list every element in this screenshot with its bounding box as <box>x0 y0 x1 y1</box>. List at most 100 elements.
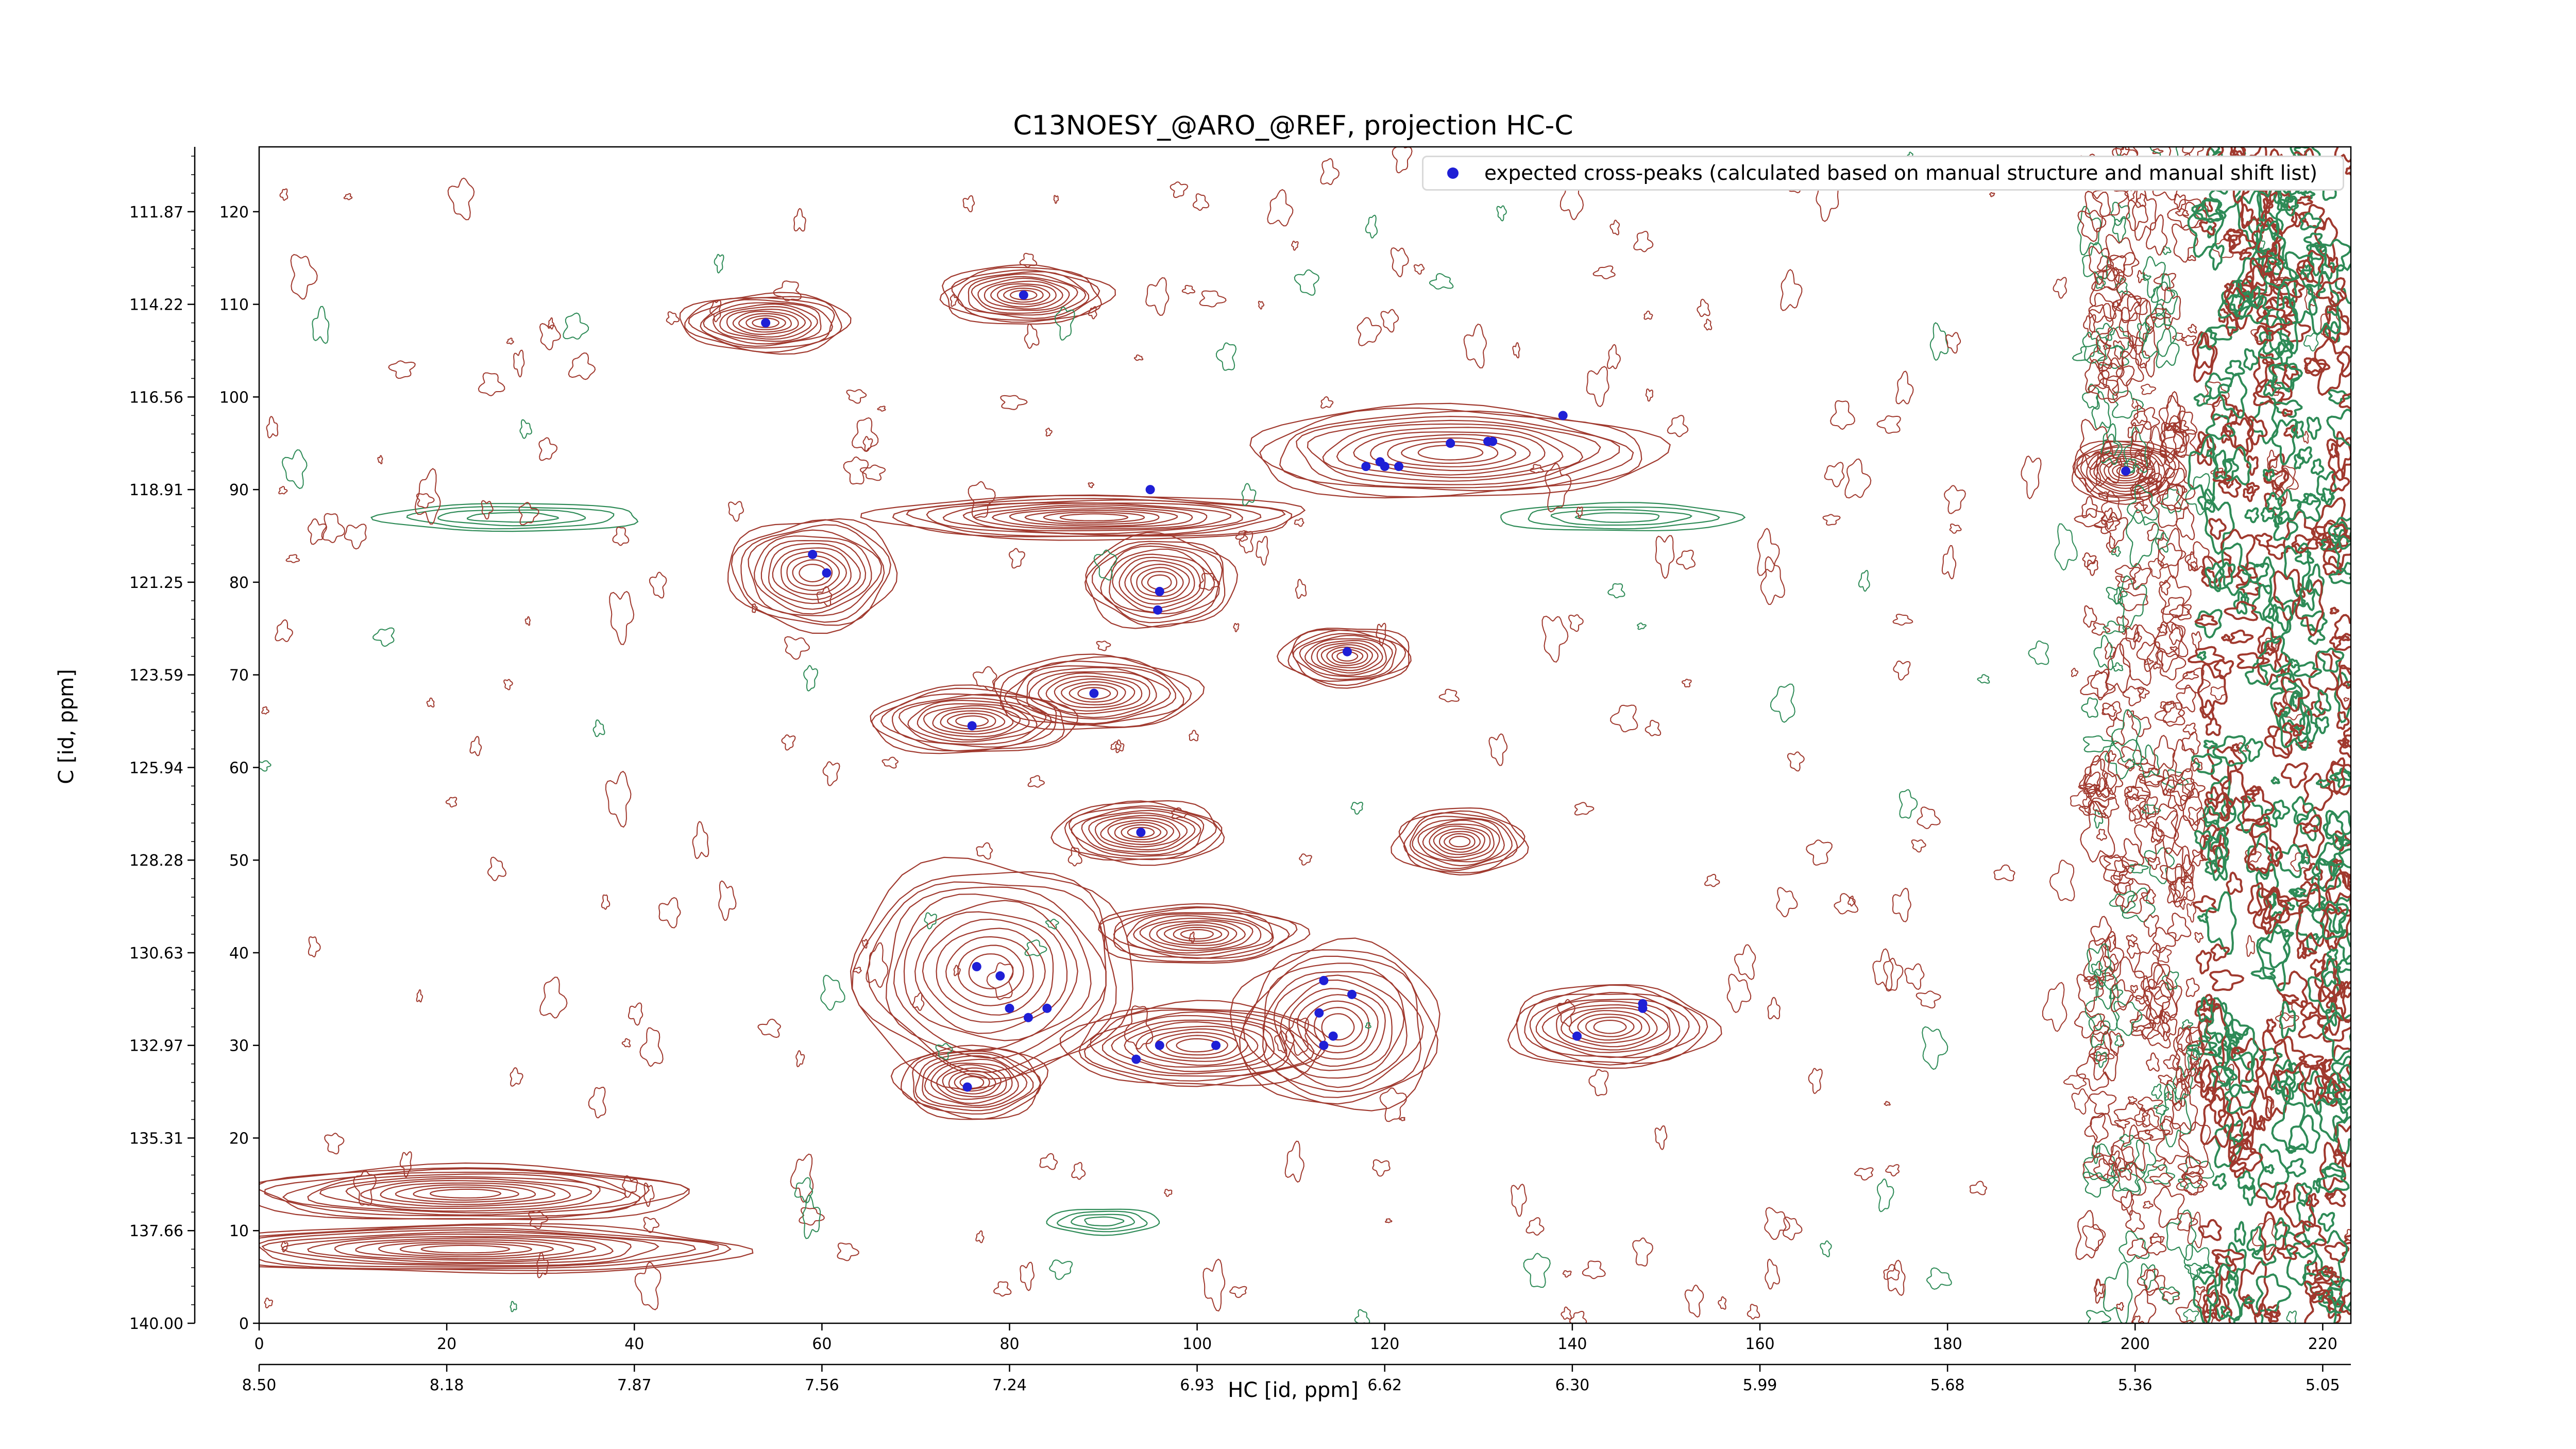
ppm-y-tick-label: 137.66 <box>129 1222 183 1240</box>
legend-marker-icon <box>1447 167 1459 179</box>
expected-cross-peak-marker <box>761 318 771 328</box>
noise-contours <box>259 147 2351 1323</box>
contour-peak <box>1050 800 1225 866</box>
expected-cross-peak-marker <box>967 721 977 731</box>
contour-peak <box>259 1162 690 1221</box>
negative-contour-peak <box>370 503 639 532</box>
ppm-x-tick-label: 5.99 <box>1743 1376 1777 1394</box>
expected-cross-peak-marker <box>1361 462 1371 471</box>
negative-contour-peak <box>1046 1208 1160 1236</box>
ppm-y-tick-label: 123.59 <box>129 667 183 685</box>
y-tick-label: 20 <box>229 1130 249 1148</box>
legend: expected cross-peaks (calculated based o… <box>1422 156 2344 191</box>
contour-peak <box>890 1044 1049 1120</box>
edge-noise-band <box>2072 147 2351 1323</box>
contour-peak <box>1098 903 1311 964</box>
y-tick-label: 10 <box>229 1222 249 1240</box>
ppm-y-tick-label: 140.00 <box>129 1315 183 1333</box>
negative-contour-peak <box>1500 502 1746 531</box>
expected-cross-peak-marker <box>1155 586 1164 596</box>
ppm-x-tick-label: 7.24 <box>992 1376 1027 1394</box>
x-axis-label: HC [id, ppm] <box>1228 1378 1359 1402</box>
expected-cross-peak-marker <box>1131 1054 1141 1064</box>
expected-cross-peak-marker <box>1394 462 1404 471</box>
expected-cross-peak-marker <box>1558 411 1568 420</box>
contour-peak <box>993 653 1205 730</box>
ppm-y-tick-label: 114.22 <box>129 296 183 314</box>
expected-cross-peak-marker <box>995 971 1005 981</box>
ppm-y-tick-label: 135.31 <box>129 1130 183 1148</box>
y-tick-label: 70 <box>229 667 249 685</box>
expected-cross-peak-marker <box>1314 1008 1324 1018</box>
x-tick-label: 60 <box>812 1335 832 1353</box>
y-tick-label: 100 <box>219 389 249 407</box>
expected-cross-peak-marker <box>1572 1031 1582 1041</box>
expected-cross-peak-marker <box>972 962 981 971</box>
ppm-y-tick-label: 125.94 <box>129 759 183 777</box>
expected-cross-peak-marker <box>1375 457 1385 467</box>
y-tick-label: 110 <box>219 296 249 314</box>
x-tick-label: 20 <box>437 1335 456 1353</box>
ppm-x-tick-label: 6.30 <box>1555 1376 1589 1394</box>
ppm-y-tick-label: 118.91 <box>129 481 183 499</box>
ppm-y-tick-label: 116.56 <box>129 389 183 407</box>
y-tick-label: 0 <box>239 1315 249 1333</box>
expected-cross-peak-marker <box>1019 290 1028 300</box>
contour-peak <box>259 1223 754 1274</box>
expected-cross-peak-marker <box>1089 688 1099 698</box>
y-axis-label: C [id, ppm] <box>55 669 78 784</box>
ppm-y-tick-label: 128.28 <box>129 852 183 870</box>
x-tick-label: 80 <box>999 1335 1019 1353</box>
y-tick-label: 120 <box>219 204 249 222</box>
expected-cross-peak-marker <box>1328 1031 1338 1041</box>
expected-cross-peak-marker <box>1319 975 1329 985</box>
ppm-x-tick-label: 7.87 <box>617 1376 652 1394</box>
contour-peak <box>860 494 1306 541</box>
expected-cross-peak-marker <box>962 1082 972 1092</box>
legend-label: expected cross-peaks (calculated based o… <box>1484 161 2318 185</box>
ppm-x-tick-label: 5.36 <box>2118 1376 2153 1394</box>
contour-layer <box>259 147 2351 1323</box>
expected-cross-peak-marker <box>1005 1003 1014 1013</box>
x-tick-label: 0 <box>254 1335 264 1353</box>
x-tick-label: 100 <box>1182 1335 1212 1353</box>
expected-cross-peak-marker <box>1136 828 1146 837</box>
x-tick-label: 120 <box>1370 1335 1399 1353</box>
ppm-y-tick-label: 111.87 <box>129 204 183 222</box>
expected-cross-peak-marker <box>1347 989 1357 999</box>
ppm-x-tick-label: 7.56 <box>805 1376 839 1394</box>
ppm-y-tick-label: 121.25 <box>129 574 183 592</box>
expected-cross-peak-marker <box>1153 605 1163 615</box>
x-tick-label: 220 <box>2308 1335 2337 1353</box>
expected-cross-peak-marker <box>1488 436 1498 446</box>
y-tick-label: 80 <box>229 574 249 592</box>
x-tick-label: 160 <box>1745 1335 1774 1353</box>
contour-peak <box>1391 807 1529 876</box>
plot-frame <box>258 146 2352 1324</box>
expected-cross-peak-marker <box>2121 466 2131 476</box>
contour-peak <box>1059 1000 1326 1087</box>
expected-cross-peak-marker <box>1446 439 1455 448</box>
ppm-y-tick-label: 130.63 <box>129 945 183 963</box>
x-tick-label: 180 <box>1933 1335 1962 1353</box>
ppm-x-tick-label: 8.18 <box>430 1376 464 1394</box>
contour-peak <box>939 264 1116 325</box>
x-tick-label: 200 <box>2121 1335 2150 1353</box>
y-tick-label: 60 <box>229 759 249 777</box>
contour-peak <box>1084 532 1239 629</box>
x-tick-label: 40 <box>624 1335 644 1353</box>
contour-peak <box>1229 937 1440 1111</box>
ppm-x-tick-label: 5.05 <box>2306 1376 2340 1394</box>
expected-cross-peak-marker <box>1319 1040 1329 1050</box>
y-tick-label: 40 <box>229 945 249 963</box>
y-tick-label: 50 <box>229 852 249 870</box>
contour-peak <box>1249 402 1671 499</box>
expected-cross-peak-marker <box>1042 1003 1052 1013</box>
y-tick-label: 90 <box>229 481 249 499</box>
y-tick-label: 30 <box>229 1037 249 1055</box>
ppm-x-tick-label: 5.68 <box>1930 1376 1965 1394</box>
contour-peak <box>1507 984 1722 1069</box>
